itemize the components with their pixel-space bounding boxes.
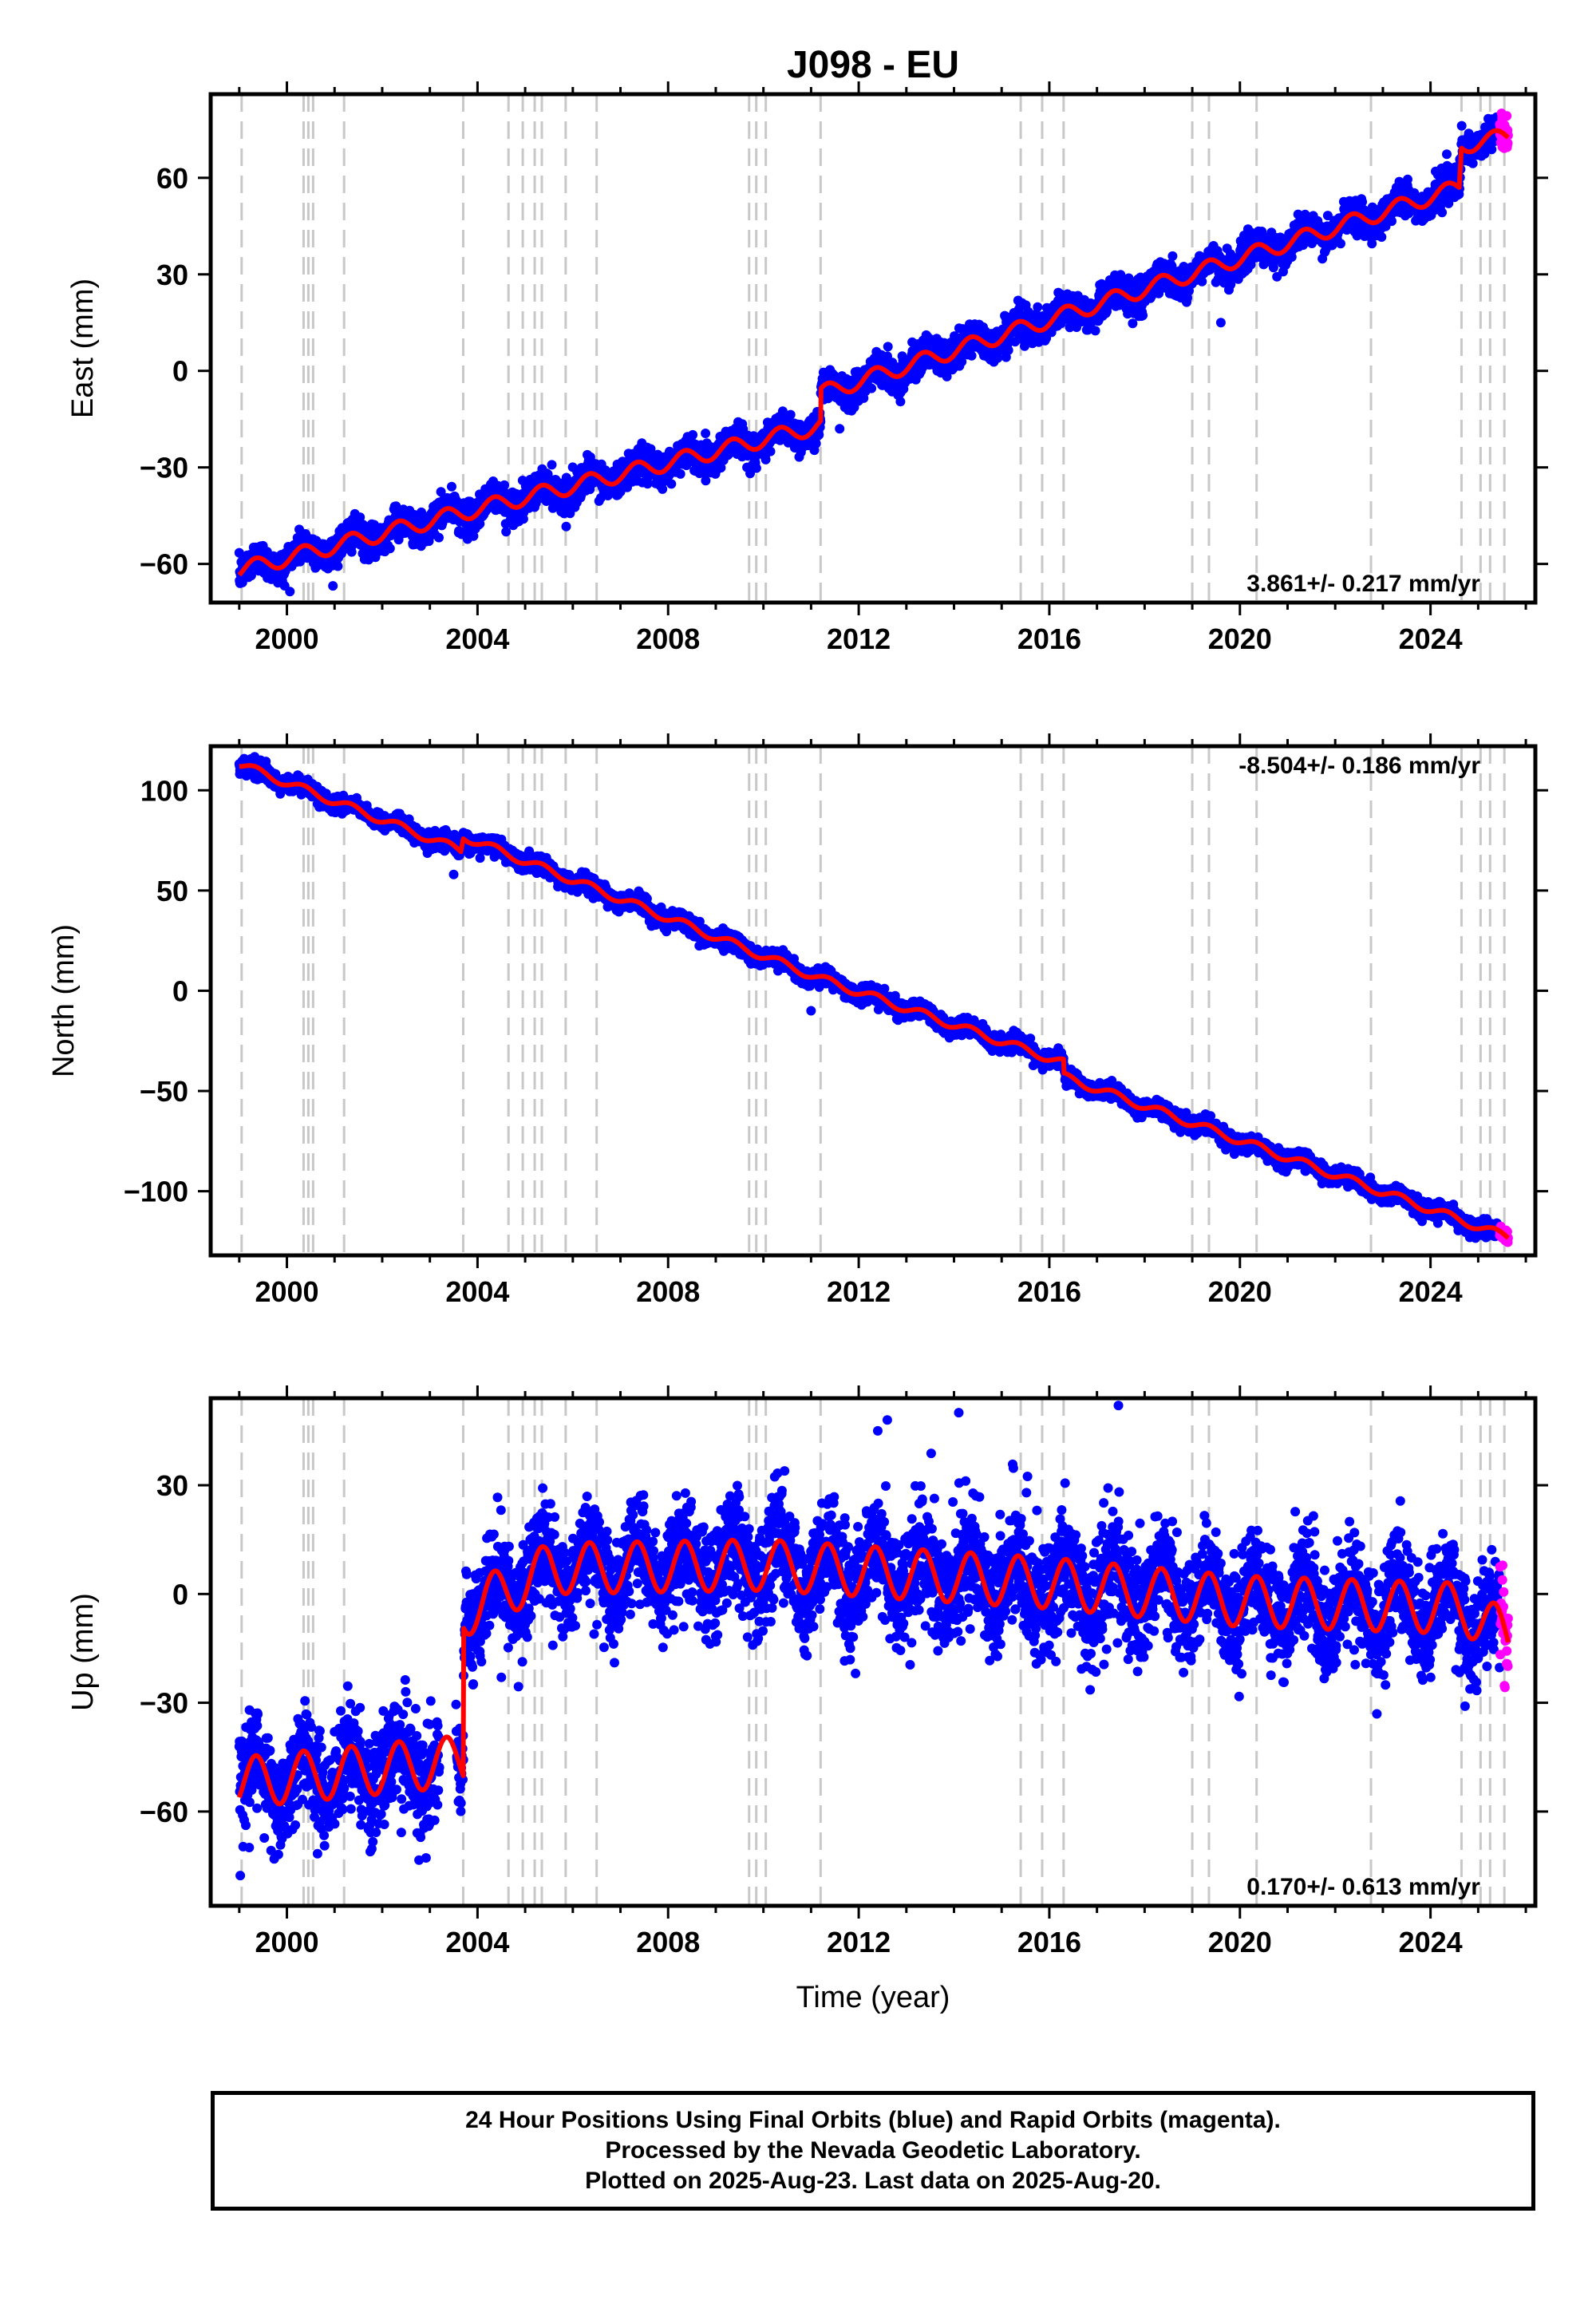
final-orbit-point: [1003, 345, 1013, 355]
final-orbit-point: [867, 383, 877, 393]
velocity-label: 3.861+/- 0.217 mm/yr: [1246, 571, 1480, 597]
final-orbit-point: [658, 484, 668, 494]
data-points-east: [234, 109, 1513, 597]
final-orbit-point: [811, 438, 821, 449]
outlier-point: [835, 424, 845, 434]
x-tick-label: 2008: [636, 622, 700, 655]
final-orbit-point: [547, 460, 557, 470]
final-orbit-point: [246, 571, 256, 581]
final-orbit-point: [434, 532, 444, 543]
final-orbit-point: [1387, 216, 1396, 227]
x-tick-label: 2016: [1017, 622, 1081, 655]
final-orbit-point: [751, 463, 761, 473]
final-orbit-point: [1468, 158, 1478, 168]
final-orbit-point: [701, 476, 711, 486]
rapid-orbit-point: [1502, 111, 1512, 121]
plot-area-north: [234, 746, 1513, 1255]
final-orbit-point: [895, 397, 906, 407]
final-orbit-point: [333, 561, 343, 571]
final-orbit-point: [385, 543, 395, 554]
x-tick-label: 2020: [1208, 622, 1272, 655]
final-orbit-point: [468, 531, 479, 541]
final-orbit-point: [642, 479, 653, 489]
plot-area-east: [234, 94, 1513, 603]
final-orbit-point: [1377, 232, 1387, 242]
final-orbit-point: [765, 446, 776, 456]
outlier-point: [501, 527, 512, 537]
final-orbit-point: [666, 479, 677, 489]
final-orbit-point: [688, 429, 698, 440]
final-orbit-point: [328, 581, 338, 591]
panel-north: 2000 2004 2008 2012 2016 2020 2024−100−5005010…: [47, 733, 1548, 1308]
final-orbit-point: [424, 536, 434, 547]
x-tick-label: 2012: [827, 622, 891, 655]
final-orbit-point: [1336, 239, 1345, 249]
final-orbit-point: [785, 409, 796, 420]
x-tick-label: 2024: [1399, 622, 1463, 655]
final-orbit-point: [966, 350, 977, 361]
y-tick-label: 0: [172, 355, 188, 388]
final-orbit-point: [1197, 276, 1207, 287]
final-orbit-point: [285, 587, 295, 597]
figure-title: J098 - EU: [787, 44, 959, 86]
panel-east: 2000 2004 2008 2012 2016 2020 2024 −60 −30 0 30 60 E…: [66, 81, 1548, 655]
x-tick-label: 2004: [445, 622, 509, 655]
final-orbit-point: [814, 429, 824, 440]
y-tick-label: −60: [140, 548, 188, 581]
final-orbit-point: [1090, 326, 1100, 336]
final-orbit-point: [1487, 144, 1497, 155]
final-orbit-point: [701, 429, 711, 438]
final-orbit-point: [675, 468, 685, 479]
final-orbit-point: [355, 512, 365, 523]
final-orbit-point: [500, 480, 509, 490]
final-orbit-point: [447, 481, 456, 492]
final-orbit-point: [1357, 197, 1368, 207]
x-tick-label: 2000: [255, 622, 318, 655]
y-tick-label: 30: [156, 259, 188, 291]
outlier-point: [508, 520, 519, 531]
final-orbit-point: [883, 342, 893, 352]
y-tick-label: −30: [140, 452, 188, 484]
final-orbit-point: [561, 521, 571, 532]
final-orbit-point: [1403, 174, 1412, 184]
final-orbit-point: [436, 487, 446, 497]
final-orbit-point: [543, 469, 553, 480]
final-orbit-point: [1138, 310, 1148, 321]
y-axis-label: East (mm): [66, 279, 100, 418]
y-tick-label: 60: [156, 162, 188, 195]
final-orbit-point: [346, 547, 357, 557]
final-orbit-point: [1437, 207, 1448, 218]
final-orbit-point: [1167, 251, 1178, 261]
final-orbit-point: [1033, 302, 1043, 312]
final-orbit-point: [1456, 121, 1467, 131]
final-orbit-point: [716, 463, 726, 473]
outlier-point: [1215, 318, 1226, 328]
final-orbit-point: [1442, 149, 1452, 160]
